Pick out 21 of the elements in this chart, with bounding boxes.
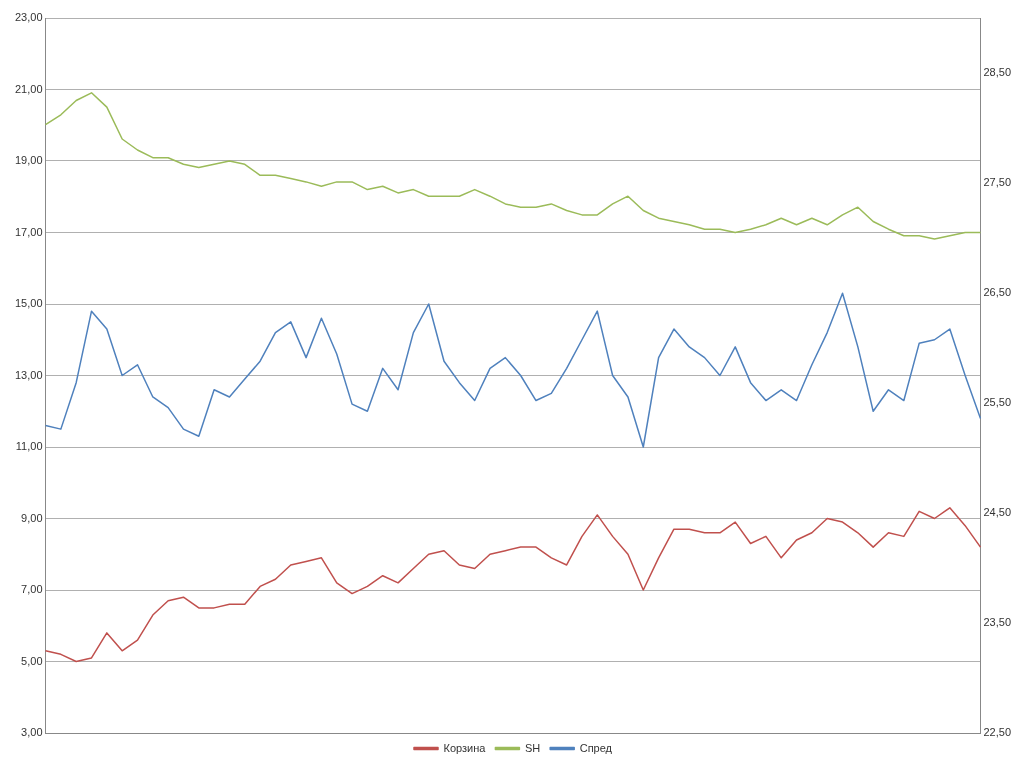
legend-label: Спред bbox=[579, 741, 613, 754]
y-tick-label: 19,00 bbox=[15, 154, 43, 167]
y-tick-label: 7,00 bbox=[21, 583, 43, 596]
y-tick-label: 3,00 bbox=[21, 726, 43, 739]
y-tick-label: 17,00 bbox=[15, 225, 43, 238]
y2-tick-label: 22,50 bbox=[983, 726, 1011, 739]
y2-tick-label: 23,50 bbox=[983, 616, 1011, 629]
y-tick-label: 9,00 bbox=[21, 511, 43, 524]
y2-tick-label: 25,50 bbox=[983, 396, 1011, 409]
y-tick-label: 5,00 bbox=[21, 654, 43, 667]
y-tick-label: 15,00 bbox=[15, 297, 43, 310]
y-tick-label: 13,00 bbox=[15, 368, 43, 381]
y2-tick-label: 28,50 bbox=[983, 66, 1011, 79]
legend-label: SH bbox=[524, 741, 541, 754]
legend-label: Корзина bbox=[443, 741, 487, 754]
y-tick-label: 11,00 bbox=[15, 440, 43, 453]
y2-tick-label: 24,50 bbox=[983, 506, 1011, 519]
y-tick-label: 23,00 bbox=[15, 11, 43, 24]
y2-tick-label: 26,50 bbox=[983, 286, 1011, 299]
y-tick-label: 21,00 bbox=[15, 82, 43, 95]
y2-tick-label: 27,50 bbox=[983, 176, 1011, 189]
